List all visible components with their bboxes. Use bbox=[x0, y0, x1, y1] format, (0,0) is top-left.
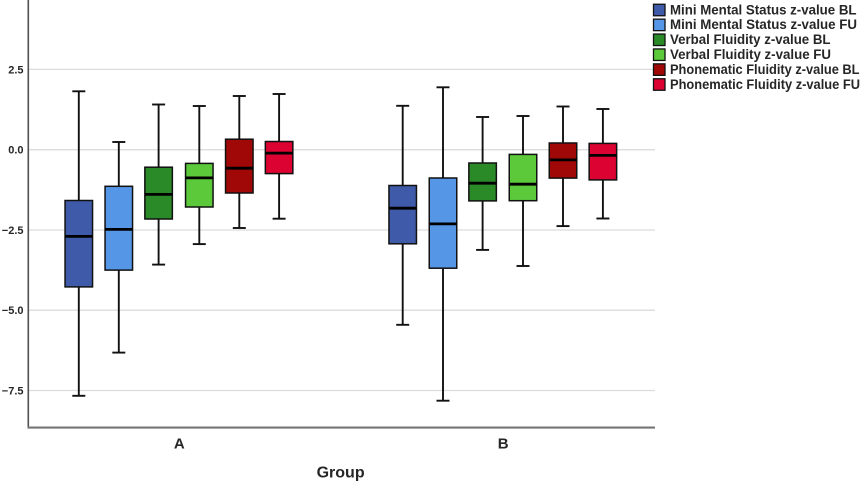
svg-text:−7.5: −7.5 bbox=[2, 385, 24, 397]
svg-text:A: A bbox=[174, 436, 185, 453]
svg-text:Mini Mental Status z-value BL: Mini Mental Status z-value BL bbox=[670, 2, 857, 17]
svg-text:B: B bbox=[498, 436, 509, 453]
svg-text:−2.5: −2.5 bbox=[2, 225, 24, 237]
svg-text:Group: Group bbox=[317, 464, 365, 481]
svg-text:2.5: 2.5 bbox=[8, 64, 23, 76]
svg-text:0.0: 0.0 bbox=[8, 145, 23, 157]
svg-text:Phonematic Fluidity z-value FU: Phonematic Fluidity z-value FU bbox=[670, 77, 860, 92]
svg-text:−5.0: −5.0 bbox=[2, 305, 24, 317]
svg-text:Verbal Fluidity z-value FU: Verbal Fluidity z-value FU bbox=[670, 47, 831, 62]
svg-text:Mini Mental Status z-value FU: Mini Mental Status z-value FU bbox=[670, 17, 857, 32]
svg-text:Verbal Fluidity z-value BL: Verbal Fluidity z-value BL bbox=[670, 32, 831, 47]
svg-text:Phonematic Fluidity z-value BL: Phonematic Fluidity z-value BL bbox=[670, 62, 860, 77]
